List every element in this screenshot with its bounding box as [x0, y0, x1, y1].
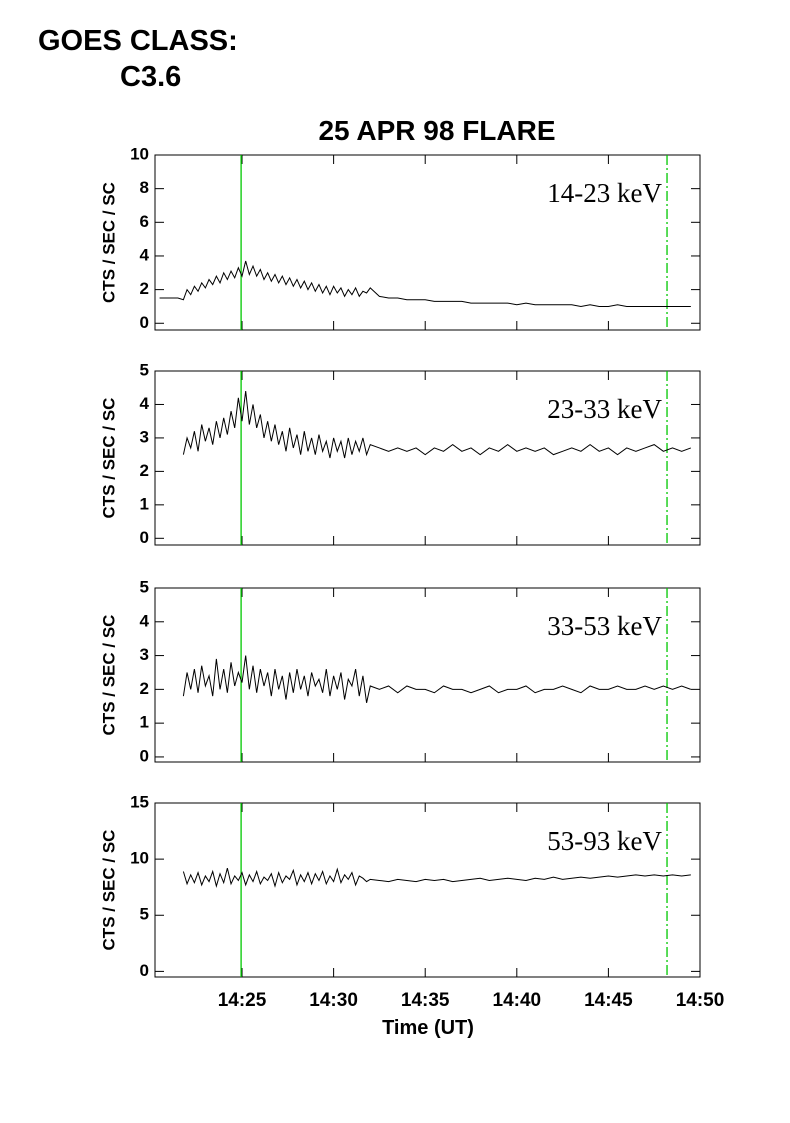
band-label: 53-93 keV	[547, 826, 662, 856]
y-axis-label: CTS / SEC / SC	[99, 398, 118, 519]
x-tick-label: 14:40	[493, 990, 542, 1011]
plot-frame	[154, 802, 701, 978]
plot-frame	[154, 370, 701, 546]
y-tick-label: 2	[140, 279, 149, 298]
band-label: 23-33 keV	[547, 394, 662, 424]
x-tick-label: 14:50	[676, 990, 725, 1011]
y-tick-label: 0	[140, 746, 149, 765]
data-line	[159, 260, 691, 307]
goes-class: C3.6	[120, 61, 181, 93]
x-tick-label: 14:30	[309, 990, 358, 1011]
y-tick-label: 5	[140, 360, 149, 379]
x-tick-label: 14:45	[584, 990, 633, 1011]
y-tick-label: 0	[140, 961, 149, 980]
y-tick-label: 5	[140, 905, 149, 924]
plot-frame	[154, 154, 701, 331]
y-tick-label: 4	[140, 611, 150, 630]
y-axis-label: CTS / SEC / SC	[99, 615, 118, 736]
y-tick-label: 2	[140, 679, 149, 698]
y-tick-label: 4	[140, 245, 150, 264]
goes-label: GOES CLASS:	[38, 25, 238, 57]
y-tick-label: 3	[140, 427, 149, 446]
chart-title: 25 APR 98 FLARE	[318, 115, 555, 146]
y-tick-label: 3	[140, 645, 149, 664]
x-tick-label: 14:35	[401, 990, 450, 1011]
y-tick-label: 1	[140, 713, 149, 732]
y-tick-label: 5	[140, 577, 149, 596]
y-tick-label: 0	[140, 313, 149, 332]
y-tick-label: 15	[130, 792, 149, 811]
y-tick-label: 6	[140, 212, 149, 231]
band-label: 33-53 keV	[547, 611, 662, 641]
y-tick-label: 8	[140, 178, 149, 197]
x-axis-label: Time (UT)	[382, 1017, 474, 1039]
y-tick-label: 10	[130, 144, 149, 163]
plot-frame	[154, 587, 701, 763]
data-line	[182, 655, 692, 703]
data-line	[182, 867, 691, 888]
y-axis-label: CTS / SEC / SC	[99, 182, 118, 303]
band-label: 14-23 keV	[547, 178, 662, 208]
y-axis-label: CTS / SEC / SC	[99, 830, 118, 951]
y-tick-label: 2	[140, 461, 149, 480]
x-tick-label: 14:25	[218, 990, 267, 1011]
data-line	[182, 391, 692, 459]
y-tick-label: 4	[140, 394, 150, 413]
y-tick-label: 10	[130, 849, 149, 868]
y-tick-label: 1	[140, 494, 149, 513]
y-tick-label: 0	[140, 528, 149, 547]
